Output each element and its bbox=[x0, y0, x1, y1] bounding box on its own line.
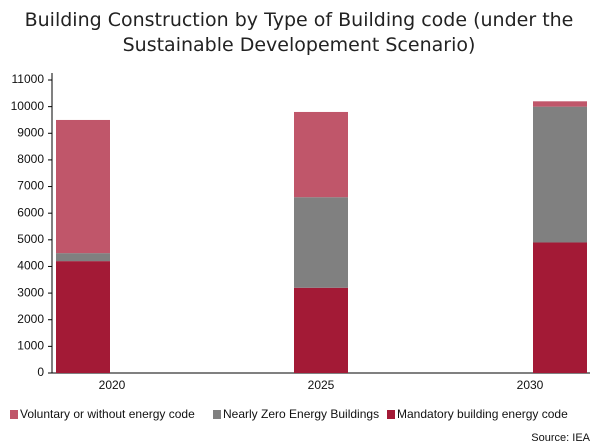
legend-label: Voluntary or without energy code bbox=[20, 407, 195, 421]
y-tick-label: 0 bbox=[37, 365, 44, 379]
x-tick-label: 2020 bbox=[99, 378, 126, 392]
bar-segment bbox=[56, 119, 110, 254]
y-tick-label: 10000 bbox=[11, 99, 45, 113]
bar-segment bbox=[533, 106, 587, 243]
y-tick-label: 6000 bbox=[17, 205, 44, 219]
legend-swatch bbox=[387, 410, 395, 419]
bar-segment bbox=[294, 111, 348, 198]
legend-swatch bbox=[213, 410, 221, 419]
legend-label: Mandatory building energy code bbox=[397, 407, 568, 421]
legend-swatch bbox=[10, 410, 18, 419]
source: Source: IEA bbox=[531, 432, 590, 444]
legend-label: Nearly Zero Energy Buildings bbox=[223, 407, 379, 421]
bar-segment bbox=[56, 253, 110, 262]
bar-segment bbox=[533, 101, 587, 107]
y-tick-label: 11000 bbox=[12, 72, 45, 86]
y-tick-label: 7000 bbox=[17, 179, 44, 193]
y-tick-label: 5000 bbox=[17, 232, 44, 246]
y-tick-label: 8000 bbox=[17, 152, 44, 166]
y-tick-label: 9000 bbox=[17, 125, 44, 139]
bar-segment bbox=[294, 287, 348, 373]
y-tick-label: 3000 bbox=[17, 285, 44, 299]
bar-segment bbox=[533, 242, 587, 373]
chart-title: Building Construction by Type of Buildin… bbox=[24, 9, 574, 56]
y-tick-label: 2000 bbox=[17, 312, 44, 326]
x-tick-label: 2030 bbox=[517, 378, 544, 392]
y-tick-label: 4000 bbox=[17, 259, 44, 273]
bar-segment bbox=[56, 261, 110, 373]
bar-segment bbox=[294, 197, 348, 288]
y-tick-label: 1000 bbox=[17, 339, 44, 353]
x-tick-label: 2025 bbox=[308, 378, 335, 392]
